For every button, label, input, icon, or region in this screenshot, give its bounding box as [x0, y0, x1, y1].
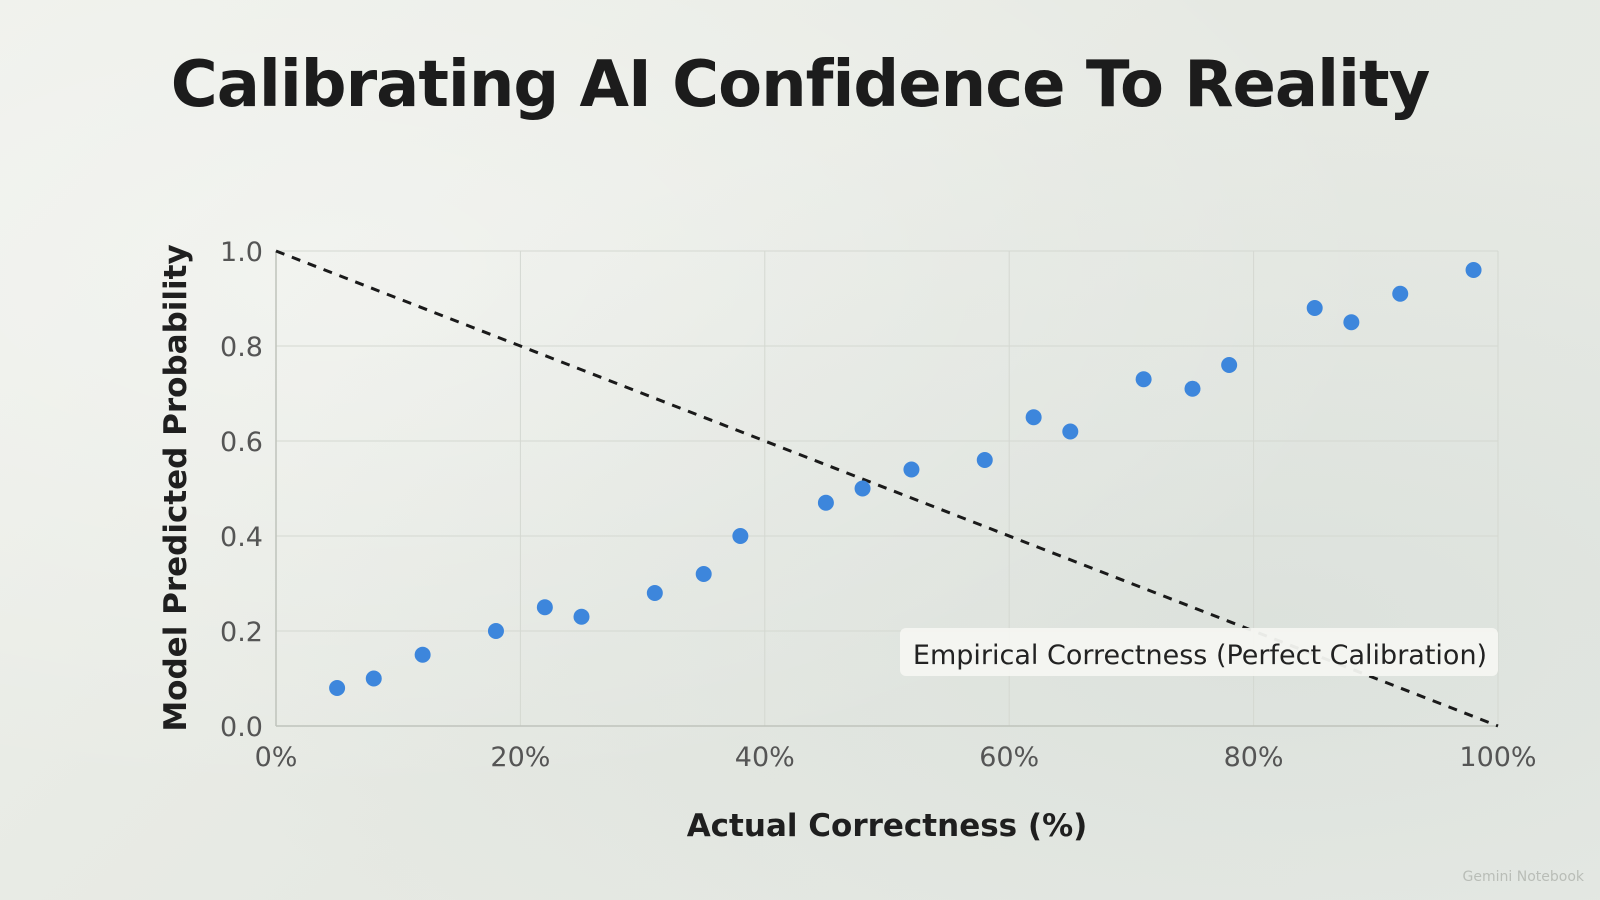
y-tick-label: 0.6: [220, 427, 263, 458]
data-point: [1025, 409, 1042, 426]
page-title: Calibrating AI Confidence To Reality: [170, 48, 1431, 122]
data-point: [487, 623, 504, 639]
y-tick-label: 0.0: [220, 712, 263, 743]
data-point: [1135, 371, 1152, 388]
data-point: [329, 680, 346, 696]
x-axis-label: Actual Correctness (%): [687, 808, 1088, 844]
data-point: [646, 585, 663, 601]
axes: [275, 251, 1498, 727]
x-tick-label: 100%: [1459, 742, 1536, 773]
x-tick-label: 0%: [255, 742, 298, 773]
x-tick-label: 60%: [979, 742, 1039, 773]
data-point: [1062, 423, 1079, 440]
data-point: [1343, 314, 1360, 331]
data-point: [365, 670, 382, 687]
y-tick-label: 0.4: [220, 522, 263, 553]
data-point: [695, 566, 712, 582]
tick-labels: 0% 20% 40% 60% 80% 100% 0.0 0.2 0.4 0.6 0.8 1.0: [220, 237, 1537, 773]
data-point: [854, 480, 871, 497]
x-tick-label: 40%: [735, 742, 795, 773]
x-tick-label: 80%: [1224, 742, 1284, 773]
y-tick-label: 0.2: [220, 617, 263, 648]
data-point: [1392, 285, 1409, 302]
y-tick-label: 0.8: [220, 332, 263, 363]
reference-line-label: Empirical Correctness (Perfect Calibrati…: [913, 640, 1487, 671]
data-point: [817, 494, 834, 511]
data-point: [1465, 262, 1482, 278]
watermark: Gemini Notebook: [1463, 869, 1585, 885]
annotation-box-group: Empirical Correctness (Perfect Calibrati…: [900, 628, 1498, 676]
annotation-background: [900, 628, 1498, 676]
data-point: [536, 599, 553, 616]
data-point: [1184, 380, 1201, 397]
data-point: [903, 461, 920, 478]
y-tick-label: 1.0: [220, 237, 263, 268]
y-axis-label: Model Predicted Probability: [158, 244, 194, 731]
data-point: [1221, 357, 1238, 373]
data-point: [414, 646, 431, 663]
data-points: [329, 262, 1482, 696]
x-tick-label: 20%: [490, 742, 550, 773]
data-point: [976, 452, 993, 468]
data-point: [573, 608, 590, 625]
data-point: [732, 528, 749, 544]
data-point: [1306, 300, 1323, 316]
